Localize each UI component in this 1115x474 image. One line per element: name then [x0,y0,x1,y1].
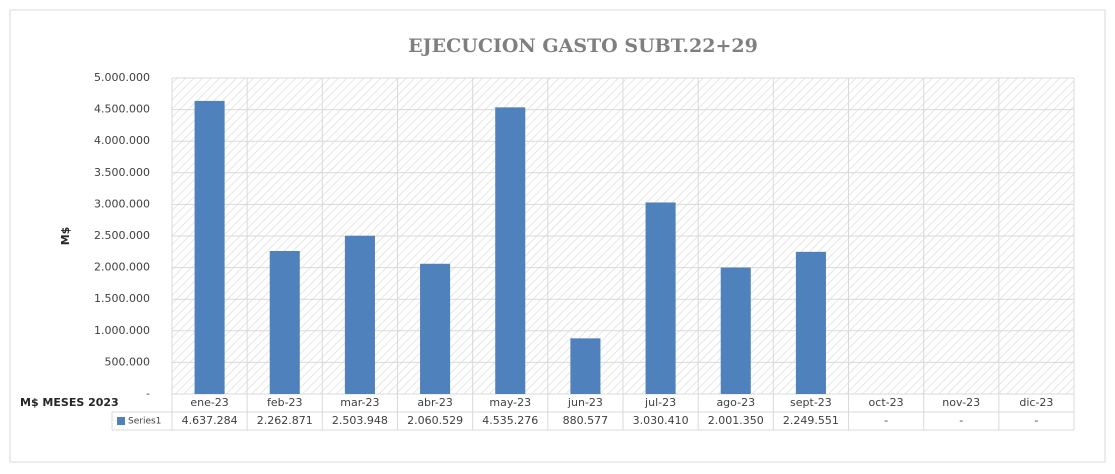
y-tick-label: - [146,387,150,400]
bar [495,107,526,395]
bar [795,251,826,394]
legend-key [117,417,125,425]
y-tick-label: 2.000.000 [94,261,150,274]
chart-title: EJECUCION GASTO SUBT.22+29 [408,35,758,57]
x-tick-label: ene-23 [190,396,228,409]
y-tick-label: 1.500.000 [94,292,150,305]
y-tick-label: 500.000 [105,355,151,368]
x-tick-label: nov-23 [942,396,980,409]
bar [420,263,451,394]
bar [645,202,676,394]
x-tick-label: dic-23 [1019,396,1053,409]
y-tick-label: 2.500.000 [94,229,150,242]
y-axis-label: M$ [59,227,72,246]
x-axis-label: M$ MESES 2023 [20,396,119,409]
y-tick-label: 5.000.000 [94,71,150,84]
data-table-value: 2.060.529 [407,414,463,427]
x-tick-label: oct-23 [869,396,904,409]
y-tick-label: 1.000.000 [94,324,150,337]
data-table-value: 3.030.410 [633,414,689,427]
x-tick-label: abr-23 [417,396,453,409]
x-tick-label: ago-23 [716,396,755,409]
bar [344,235,375,394]
bar [269,250,300,394]
data-table-value: 2.001.350 [708,414,764,427]
x-tick-label: mar-23 [340,396,379,409]
data-table-value: - [959,414,963,427]
y-tick-label: 4.000.000 [94,134,150,147]
data-table-value: 2.503.948 [332,414,388,427]
data-table-value: - [1034,414,1038,427]
y-tick-label: 3.000.000 [94,197,150,210]
data-table-value: 2.262.871 [257,414,313,427]
data-table-value: 880.577 [563,414,609,427]
x-tick-label: sept-23 [790,396,832,409]
bar [720,267,751,394]
y-tick-label: 3.500.000 [94,166,150,179]
data-table-value: 2.249.551 [783,414,839,427]
x-tick-label: feb-23 [267,396,303,409]
legend-label: Series1 [128,417,161,427]
data-table-value: - [884,414,888,427]
data-table-value: 4.637.284 [182,414,238,427]
bar [570,338,601,394]
x-tick-label: jun-23 [567,396,603,409]
x-tick-label: may-23 [489,396,531,409]
bar [194,100,225,395]
data-table-value: 4.535.276 [482,414,538,427]
y-tick-label: 4.500.000 [94,103,150,116]
x-tick-label: jul-23 [644,396,676,409]
